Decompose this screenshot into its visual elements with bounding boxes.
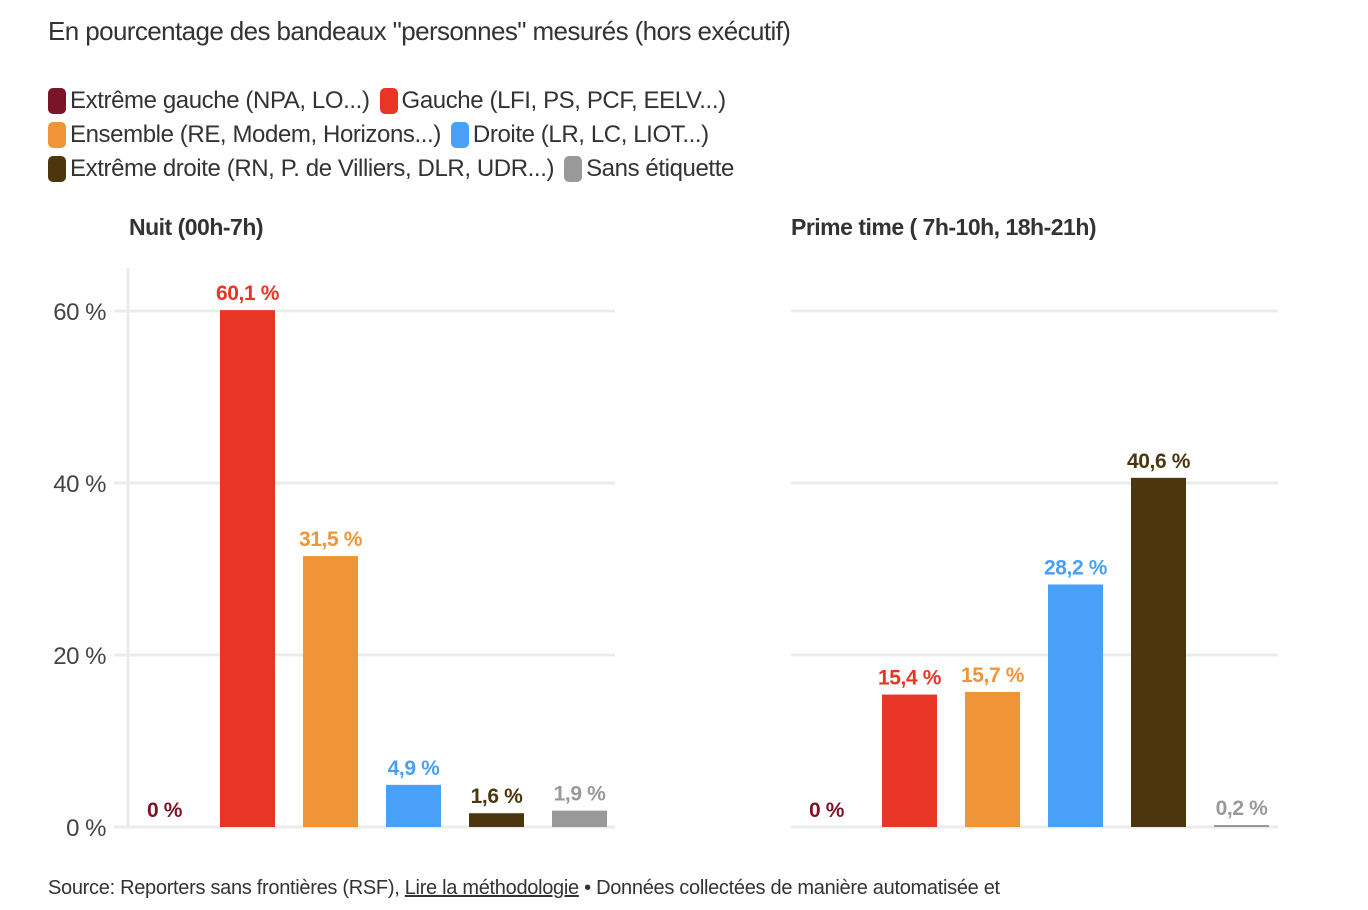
- chart-subtitle: En pourcentage des bandeaux "personnes" …: [48, 16, 791, 46]
- footer-note: • Données collectées de manière automati…: [584, 877, 1000, 899]
- legend-item-droite[interactable]: Droite (LR, LC, LIOT...): [450, 118, 709, 152]
- source-text: Source: Reporters sans frontières (RSF),: [48, 877, 400, 899]
- bar-extr-me-droite: [1131, 477, 1186, 827]
- legend: Extrême gauche (NPA, LO...) Gauche (LFI,…: [48, 84, 948, 186]
- chart-title-nuit: Nuit (00h-7h): [129, 214, 264, 240]
- value-label: 31,5 %: [299, 528, 363, 551]
- value-label: 0 %: [809, 799, 845, 822]
- legend-label: Ensemble (RE, Modem, Horizons...): [70, 121, 441, 148]
- value-label: 40,6 %: [1127, 450, 1191, 473]
- value-label: 1,6 %: [471, 785, 523, 808]
- value-label: 4,9 %: [388, 757, 440, 780]
- value-label: 60,1 %: [216, 282, 280, 305]
- y-tick-label: 20 %: [53, 643, 106, 670]
- legend-swatch: [450, 122, 469, 148]
- legend-label: Sans étiquette: [586, 155, 734, 182]
- legend-label: Gauche (LFI, PS, PCF, EELV...): [401, 87, 727, 114]
- value-label: 28,2 %: [1044, 556, 1108, 579]
- methodology-link[interactable]: Lire la méthodologie: [404, 877, 579, 899]
- y-tick-label: 40 %: [53, 471, 106, 498]
- value-label: 15,7 %: [961, 664, 1025, 687]
- legend-item-gauche[interactable]: Gauche (LFI, PS, PCF, EELV...): [379, 84, 727, 118]
- legend-row: Extrême gauche (NPA, LO...) Gauche (LFI,…: [48, 84, 948, 118]
- bar-extr-me-droite: [469, 813, 524, 827]
- value-label: 0,2 %: [1216, 797, 1268, 820]
- legend-label: Extrême gauche (NPA, LO...): [70, 87, 370, 114]
- legend-swatch: [48, 156, 66, 182]
- legend-item-ensemble[interactable]: Ensemble (RE, Modem, Horizons...): [48, 118, 441, 152]
- legend-row: Ensemble (RE, Modem, Horizons...) Droite…: [48, 118, 948, 152]
- y-tick-label: 60 %: [53, 299, 106, 326]
- bar-sans-tiquette: [552, 810, 607, 827]
- legend-label: Extrême droite (RN, P. de Villiers, DLR,…: [70, 155, 555, 182]
- value-label: 1,9 %: [554, 783, 606, 806]
- footer-source: Source: Reporters sans frontières (RSF),…: [48, 874, 1248, 902]
- y-tick-label: 0 %: [66, 815, 106, 842]
- legend-swatch: [564, 156, 583, 182]
- legend-swatch: [379, 88, 398, 114]
- legend-swatch: [48, 88, 66, 114]
- bar-sans-tiquette: [1214, 825, 1269, 827]
- legend-item-extreme-gauche[interactable]: Extrême gauche (NPA, LO...): [48, 84, 370, 118]
- legend-item-sans-etiquette[interactable]: Sans étiquette: [564, 152, 734, 186]
- legend-row: Extrême droite (RN, P. de Villiers, DLR,…: [48, 152, 948, 186]
- bar-gauche: [220, 310, 275, 827]
- bar-droite: [1048, 584, 1103, 827]
- bar-droite: [386, 784, 441, 827]
- value-label: 15,4 %: [878, 667, 942, 690]
- bar-gauche: [882, 694, 937, 827]
- bar-ensemble: [965, 691, 1020, 827]
- value-label: 0 %: [147, 799, 183, 822]
- chart-title-prime-time: Prime time ( 7h-10h, 18h-21h): [791, 214, 1097, 240]
- bar-ensemble: [303, 556, 358, 827]
- legend-swatch: [48, 122, 66, 148]
- legend-item-extreme-droite[interactable]: Extrême droite (RN, P. de Villiers, DLR,…: [48, 152, 554, 186]
- legend-label: Droite (LR, LC, LIOT...): [472, 121, 709, 148]
